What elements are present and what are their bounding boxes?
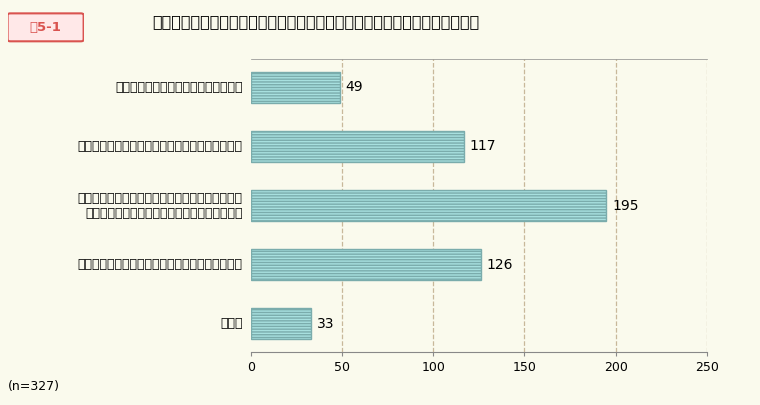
Text: 126: 126: [486, 258, 512, 272]
Bar: [251, 131, 464, 162]
Text: 囵5-1: 囵5-1: [30, 21, 62, 34]
Bar: [251, 190, 606, 221]
Text: 117: 117: [470, 139, 496, 153]
Text: 「上司など職場の他の職員に相談する」を選択しなかった理由（複数回答）: 「上司など職場の他の職員に相談する」を選択しなかった理由（複数回答）: [152, 14, 480, 29]
Text: 195: 195: [612, 198, 638, 213]
Text: 49: 49: [346, 81, 363, 94]
Text: 33: 33: [316, 317, 334, 330]
Bar: [251, 308, 311, 339]
Bar: [251, 72, 340, 103]
Text: (n=327): (n=327): [8, 380, 59, 393]
FancyBboxPatch shape: [8, 13, 84, 41]
Bar: [251, 249, 480, 280]
